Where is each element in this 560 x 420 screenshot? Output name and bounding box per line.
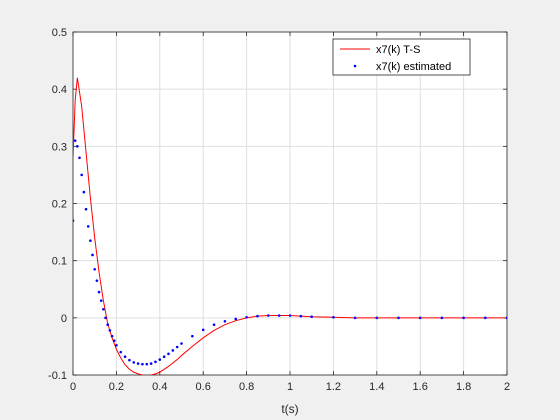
legend-box xyxy=(332,38,471,76)
y-tick-label: 0.3 xyxy=(52,141,67,153)
series-point xyxy=(128,358,131,362)
legend-swatch-x7-estimated xyxy=(353,64,357,68)
series-point xyxy=(505,316,507,320)
series-point xyxy=(277,314,281,317)
series-point xyxy=(76,145,79,148)
series-point xyxy=(108,329,112,332)
y-tick-label: 0.5 xyxy=(52,27,67,39)
series-point xyxy=(80,173,83,177)
series-point xyxy=(175,345,179,349)
series-point xyxy=(353,316,357,320)
series-point xyxy=(91,253,94,257)
legend: x7(k) T-S x7(k) estimated xyxy=(332,38,471,76)
series-point xyxy=(418,316,422,320)
series-point xyxy=(191,334,194,338)
series-point xyxy=(397,316,400,320)
series-point xyxy=(84,207,88,211)
series-point xyxy=(99,299,103,302)
series-point xyxy=(112,339,116,343)
x-axis-label: t(s) xyxy=(281,402,298,416)
x-tick-label: 2 xyxy=(504,381,510,393)
series-point xyxy=(201,328,205,332)
legend-label-x7-estimated: x7(k) estimated xyxy=(376,61,451,73)
series-point xyxy=(375,316,379,320)
y-tick-label: -0.1 xyxy=(48,370,67,382)
series-point xyxy=(104,316,107,320)
x-tick-label: 1 xyxy=(287,381,293,393)
series-point xyxy=(484,316,487,320)
series-point xyxy=(223,319,227,323)
series-point xyxy=(167,352,170,356)
series-point xyxy=(162,355,166,359)
series-point xyxy=(106,323,110,326)
series-point xyxy=(149,362,153,365)
series-point xyxy=(180,342,183,345)
series-point xyxy=(256,314,259,318)
series-point xyxy=(299,314,303,318)
x-tick-label: 1.8 xyxy=(456,381,471,393)
series-point xyxy=(171,349,175,352)
y-tick-label: 0 xyxy=(61,313,67,325)
series-line xyxy=(73,77,507,375)
series-0 xyxy=(73,77,507,375)
x-tick-label: 0.8 xyxy=(239,381,254,393)
series-point xyxy=(132,361,136,364)
series-point xyxy=(158,358,162,361)
series-point xyxy=(119,350,123,354)
series-point xyxy=(310,315,314,318)
series-point xyxy=(102,307,105,311)
series-point xyxy=(267,314,270,317)
series-point xyxy=(136,362,140,365)
series-point xyxy=(141,362,144,366)
x-tick-label: 0.2 xyxy=(109,381,124,393)
series-point xyxy=(73,139,77,142)
series-point xyxy=(93,267,96,271)
x-tick-label: 0 xyxy=(70,381,76,393)
series-point xyxy=(73,219,75,222)
legend-label-x7-ts: x7(k) T-S xyxy=(376,44,420,56)
series-point xyxy=(212,323,216,326)
series-point xyxy=(97,290,101,294)
series-point xyxy=(245,315,248,319)
x-tick-label: 1.4 xyxy=(369,381,384,393)
series-point xyxy=(234,317,238,321)
series-point xyxy=(95,279,99,282)
x-tick-label: 1.6 xyxy=(413,381,428,393)
series-point xyxy=(462,316,465,320)
series-point xyxy=(110,334,114,338)
y-tick-label: 0.1 xyxy=(52,256,67,268)
series-1 xyxy=(73,139,507,366)
series-point xyxy=(123,355,127,359)
ticks: 0 0.2 0.4 0.6 0.8 1 1.2 1.4 1.6 1.8 2-0.100.10.20.… xyxy=(48,27,510,393)
series-point xyxy=(288,314,292,317)
series-point xyxy=(86,225,90,228)
y-tick-label: 0.2 xyxy=(52,199,67,211)
series-point xyxy=(332,315,335,319)
series-layer xyxy=(73,77,507,375)
series-point xyxy=(115,343,118,347)
series-point xyxy=(78,156,81,160)
series-point xyxy=(154,360,157,364)
x-tick-label: 1.2 xyxy=(326,381,341,393)
series-point xyxy=(82,190,86,194)
series-point xyxy=(89,239,92,242)
series-point xyxy=(145,362,149,366)
series-point xyxy=(440,316,444,320)
y-tick-label: 0.4 xyxy=(52,84,67,96)
x-tick-label: 0.4 xyxy=(152,381,167,393)
x-tick-label: 0.6 xyxy=(196,381,211,393)
